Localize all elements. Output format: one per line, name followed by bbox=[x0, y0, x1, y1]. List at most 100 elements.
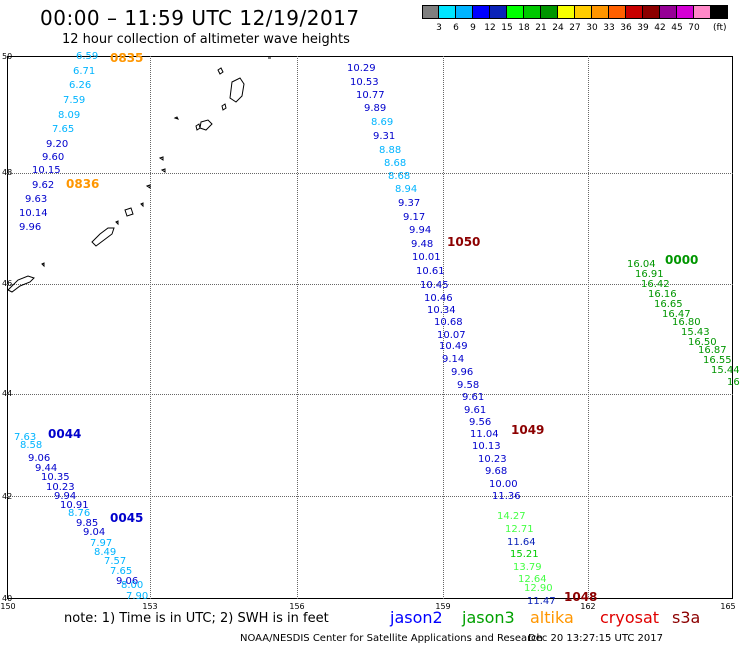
wave-height-value: 7.90 bbox=[126, 591, 149, 602]
wave-height-value: 12.71 bbox=[505, 524, 534, 535]
wave-height-value: 9.04 bbox=[83, 527, 106, 538]
satellite-legend-s3a: s3a bbox=[672, 608, 701, 627]
wave-height-value: 7.57 bbox=[104, 556, 127, 567]
wave-height-value: 8.68 bbox=[388, 171, 411, 182]
wave-height-value: 9.37 bbox=[398, 198, 421, 209]
wave-height-value: 9.61 bbox=[464, 405, 487, 416]
lat-label: 46 bbox=[2, 279, 13, 288]
wave-height-value: 11.36 bbox=[492, 491, 521, 502]
wave-height-value: 16.50 bbox=[688, 337, 717, 348]
color-swatch bbox=[541, 5, 558, 19]
wave-height-value: 8.58 bbox=[20, 440, 43, 451]
wave-height-value: 7.97 bbox=[90, 538, 113, 549]
wave-height-value: 9.48 bbox=[411, 239, 434, 250]
wave-height-value: 9.85 bbox=[76, 518, 99, 529]
color-scale-label: 36 bbox=[620, 23, 632, 33]
parallel-48 bbox=[7, 173, 733, 174]
wave-height-value: 16.87 bbox=[698, 345, 727, 356]
color-scale-label: 6 bbox=[453, 23, 459, 33]
wave-height-value: 8.49 bbox=[94, 547, 117, 558]
wave-height-value: 12.64 bbox=[518, 574, 547, 585]
wave-height-value: 9.14 bbox=[442, 354, 465, 365]
pass-time-label: 0045 bbox=[110, 511, 144, 525]
color-swatch bbox=[609, 5, 626, 19]
wave-height-value: 8.00 bbox=[121, 580, 144, 591]
lat-label: 42 bbox=[2, 492, 13, 501]
wave-height-value: 9.96 bbox=[19, 222, 42, 233]
wave-height-value: 9.68 bbox=[485, 466, 508, 477]
wave-height-value: 16.42 bbox=[641, 279, 670, 290]
wave-height-value: 10.35 bbox=[41, 472, 70, 483]
color-scale-label: 15 bbox=[501, 23, 513, 33]
pass-time-label: 1049 bbox=[511, 423, 545, 437]
wave-height-value: 8.09 bbox=[58, 110, 81, 121]
satellite-legend-jason2: jason2 bbox=[390, 608, 443, 627]
wave-height-value: 10.34 bbox=[427, 305, 456, 316]
wave-height-value: 16.91 bbox=[635, 269, 664, 280]
wave-height-value: 7.65 bbox=[52, 124, 75, 135]
color-swatch bbox=[592, 5, 609, 19]
credit-line: NOAA/NESDIS Center for Satellite Applica… bbox=[240, 633, 543, 644]
color-scale-label: 30 bbox=[586, 23, 598, 33]
wave-height-value: 10.29 bbox=[347, 63, 376, 74]
wave-height-value: 6.71 bbox=[73, 66, 96, 77]
pass-time-label: 0835 bbox=[110, 51, 144, 65]
wave-height-value: 16.65 bbox=[654, 299, 683, 310]
color-scale-label: 45 bbox=[671, 23, 683, 33]
color-swatch bbox=[473, 5, 490, 19]
wave-height-value: 10.49 bbox=[439, 341, 468, 352]
wave-height-value: 9.63 bbox=[25, 194, 48, 205]
lat-label: 44 bbox=[2, 389, 13, 398]
meridian-156 bbox=[297, 56, 298, 599]
wave-height-value: 6.26 bbox=[69, 80, 92, 91]
color-bar-border bbox=[422, 5, 728, 19]
wave-height-value: 9.06 bbox=[28, 453, 51, 464]
wave-height-value: 10.23 bbox=[46, 482, 75, 493]
color-scale-label: 27 bbox=[569, 23, 581, 33]
wave-height-value: 10.46 bbox=[424, 293, 453, 304]
footnote: note: 1) Time is in UTC; 2) SWH is in fe… bbox=[64, 611, 329, 626]
wave-height-value: 8.69 bbox=[371, 117, 394, 128]
wave-height-value: 7.59 bbox=[63, 95, 86, 106]
lon-label: 150 bbox=[0, 602, 16, 611]
color-swatch bbox=[439, 5, 456, 19]
wave-height-value: 9.06 bbox=[116, 576, 139, 587]
map-title: 00:00 – 11:59 UTC 12/19/2017 bbox=[40, 6, 360, 30]
pass-time-label: 1050 bbox=[447, 235, 481, 249]
wave-height-value: 10.68 bbox=[434, 317, 463, 328]
lon-label: 153 bbox=[142, 602, 158, 611]
color-scale-label: 18 bbox=[518, 23, 530, 33]
wave-height-value: 10.61 bbox=[416, 266, 445, 277]
wave-height-value: 16.47 bbox=[662, 309, 691, 320]
pass-time-label: 1048 bbox=[564, 590, 598, 604]
lon-label: 159 bbox=[435, 602, 451, 611]
parallel-44 bbox=[7, 394, 733, 395]
wave-height-value: 9.56 bbox=[469, 417, 492, 428]
parallel-46 bbox=[7, 284, 733, 285]
wave-height-value: 11.04 bbox=[470, 429, 499, 440]
satellite-legend-cryosat: cryosat bbox=[600, 608, 660, 627]
wave-height-value: 9.62 bbox=[32, 180, 55, 191]
wave-height-value: 11.47 bbox=[527, 596, 556, 607]
pass-time-label: 0000 bbox=[665, 253, 699, 267]
wave-height-value: 9.58 bbox=[457, 380, 480, 391]
lon-label: 156 bbox=[289, 602, 305, 611]
color-scale-label: 39 bbox=[637, 23, 649, 33]
wave-height-value: 10.23 bbox=[478, 454, 507, 465]
lon-label: 162 bbox=[580, 602, 596, 611]
color-scale-label: 24 bbox=[552, 23, 564, 33]
wave-height-value: 10.13 bbox=[472, 441, 501, 452]
wave-height-value: 9.44 bbox=[35, 463, 58, 474]
wave-height-value: 16.55 bbox=[703, 355, 732, 366]
color-swatch bbox=[507, 5, 524, 19]
color-swatch bbox=[575, 5, 592, 19]
wave-height-value: 9.31 bbox=[373, 131, 396, 142]
wave-height-value: 9.61 bbox=[462, 392, 485, 403]
parallel-42 bbox=[7, 496, 733, 497]
wave-height-value: 10.53 bbox=[350, 77, 379, 88]
wave-height-value: 7.63 bbox=[14, 432, 37, 443]
wave-height-value: 10.15 bbox=[32, 165, 61, 176]
satellite-legend-jason3: jason3 bbox=[462, 608, 515, 627]
color-swatch bbox=[660, 5, 677, 19]
color-scale-label: 9 bbox=[470, 23, 476, 33]
